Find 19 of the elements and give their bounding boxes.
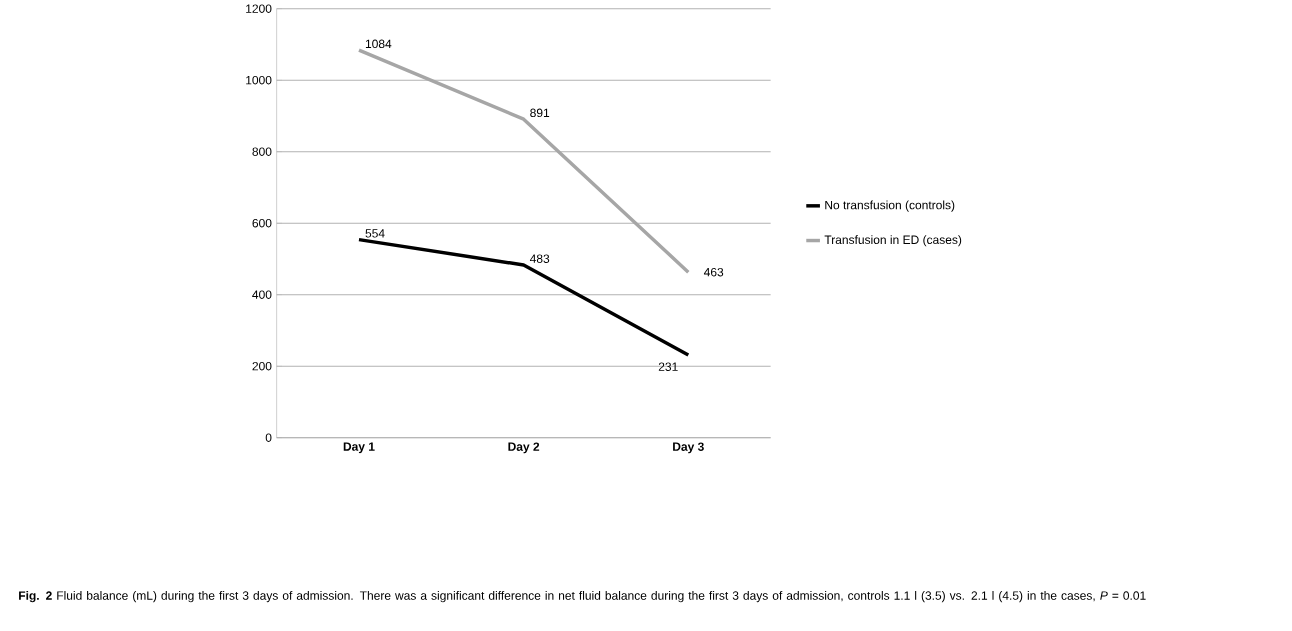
x-tick-label: Day 3	[673, 442, 704, 454]
x-tick-label: Day 1	[343, 442, 375, 454]
data-label: 463	[703, 268, 724, 277]
data-label: 891	[530, 108, 550, 118]
y-tick-label: 800	[252, 147, 272, 157]
y-tick-label: 1200	[246, 4, 272, 14]
legend-label: No transfusion (controls)	[825, 200, 955, 212]
y-tick-label: 0	[265, 433, 272, 443]
text: Fig. 2 Fluid balance (mL) during the first 3 days of admission. There was a significant difference in net fluid balance during the first 3 days of admission, controls 1.1 l (3.5) vs. 2.1 l (4.5) in the cases, P = 0.01	[19, 591, 1146, 603]
y-tick-label: 400	[252, 290, 272, 300]
data-label: 554	[365, 229, 385, 238]
data-label: 1084	[365, 39, 392, 49]
data-label: 231	[658, 362, 678, 372]
x-tick-label: Day 2	[508, 442, 540, 454]
data-label: 483	[529, 254, 550, 264]
y-tick-label: 200	[252, 362, 272, 371]
legend-label: Transfusion in ED (cases)	[824, 235, 962, 247]
y-tick-label: 600	[252, 219, 272, 228]
y-tick-label: 1000	[246, 76, 272, 85]
